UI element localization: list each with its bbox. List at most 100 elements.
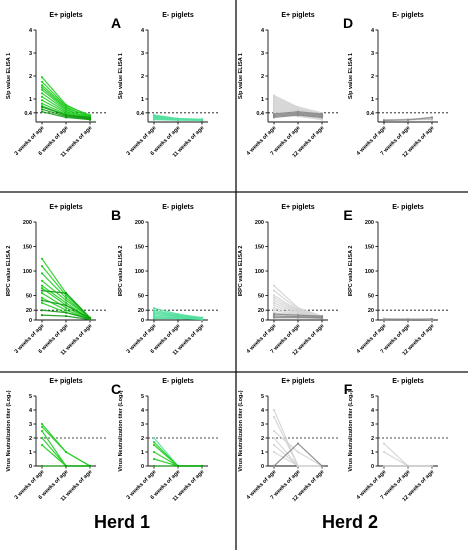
y-tick-label: 0.4	[366, 111, 375, 117]
data-point	[176, 464, 180, 468]
data-point	[272, 299, 276, 302]
y-tick-label: 0	[141, 464, 144, 470]
y-axis-label: IRPC value ELISA 2	[6, 246, 12, 297]
y-tick-label: 1	[29, 450, 32, 456]
y-tick-label: 100	[255, 269, 264, 275]
y-tick-label: 1	[371, 97, 374, 103]
y-tick-label: 3	[141, 51, 144, 57]
data-point	[64, 294, 68, 297]
data-point	[40, 110, 44, 113]
y-tick-label: 0	[29, 464, 32, 470]
data-point	[40, 309, 44, 312]
y-tick-label: 3	[29, 51, 32, 57]
chart-title: E+ piglets	[49, 378, 82, 385]
data-point	[272, 304, 276, 307]
data-point	[64, 296, 68, 299]
data-point	[88, 318, 92, 321]
series-line	[383, 451, 432, 467]
y-tick-label: 0	[261, 318, 264, 324]
data-point	[64, 299, 68, 302]
data-point	[40, 284, 44, 287]
data-point	[64, 306, 68, 309]
y-tick-label: 150	[255, 245, 264, 251]
panel-letter: D	[343, 15, 353, 31]
data-point	[200, 119, 204, 122]
data-point	[320, 116, 324, 119]
y-tick-label: 1	[261, 97, 264, 103]
data-point	[88, 118, 92, 121]
data-point	[40, 464, 44, 468]
data-point	[40, 287, 44, 290]
data-point	[64, 309, 68, 312]
y-axis-label: S/p value ELISA 1	[6, 53, 12, 99]
data-point	[152, 317, 156, 320]
chart-title: E- piglets	[392, 204, 424, 211]
chart-title: E- piglets	[392, 378, 424, 385]
y-tick-label: 20	[258, 308, 264, 314]
y-tick-label: 4	[141, 408, 145, 414]
data-point	[272, 313, 276, 316]
herd-2-label: Herd 2	[322, 512, 378, 532]
data-point	[40, 76, 44, 79]
y-tick-label: 0.4	[256, 111, 265, 117]
y-tick-label: 200	[365, 220, 374, 226]
series-line	[153, 444, 202, 467]
chart-E_pos: E+ piglets E IRPC value ELISA 2 0 20 50 100 150…	[238, 204, 353, 357]
data-point	[176, 119, 180, 122]
y-tick-label: 4	[261, 28, 265, 34]
data-point	[406, 318, 410, 321]
y-tick-label: 5	[261, 394, 264, 400]
y-tick-label: 2	[141, 74, 144, 80]
data-point	[272, 306, 276, 309]
chart-title: E- piglets	[162, 204, 194, 211]
y-tick-label: 4	[29, 408, 33, 414]
data-point	[320, 316, 324, 320]
y-axis-label: Virus Neutralization titer (Log₂)	[238, 390, 244, 471]
data-point	[382, 318, 386, 321]
chart-title: E+ piglets	[281, 12, 314, 19]
data-point	[152, 450, 156, 454]
data-point	[272, 408, 276, 412]
series-line	[273, 430, 323, 467]
y-tick-label: 3	[371, 51, 374, 57]
y-tick-label: 50	[138, 294, 144, 300]
data-point	[40, 80, 44, 83]
data-point	[382, 464, 386, 468]
data-point	[40, 292, 44, 295]
y-tick-label: 2	[29, 436, 32, 442]
data-point	[296, 464, 300, 468]
data-point	[40, 257, 44, 260]
y-tick-label: 200	[255, 220, 264, 226]
data-point	[296, 114, 300, 117]
y-tick-label: 2	[141, 436, 144, 442]
y-tick-label: 50	[26, 294, 32, 300]
data-point	[320, 464, 324, 468]
data-point	[272, 309, 276, 312]
data-point	[152, 443, 156, 447]
data-point	[40, 425, 44, 428]
y-tick-label: 0.4	[24, 111, 33, 117]
series-line	[383, 443, 432, 467]
y-tick-label: 50	[368, 294, 374, 300]
y-tick-label: 20	[26, 308, 32, 314]
panel-letter: C	[111, 381, 121, 397]
data-point	[40, 299, 44, 302]
y-axis-label: IRPC value ELISA 2	[348, 246, 354, 297]
data-point	[88, 464, 92, 468]
data-point	[296, 442, 300, 445]
y-tick-label: 100	[135, 269, 144, 275]
series-line	[41, 444, 90, 467]
data-point	[430, 116, 434, 119]
chart-B_pos: E+ piglets B IRPC value ELISA 2 0 20 50 100 150…	[6, 204, 121, 357]
y-tick-label: 0	[141, 318, 144, 324]
panel-letter: A	[111, 15, 121, 31]
data-point	[64, 292, 68, 295]
data-point	[272, 415, 276, 419]
y-axis-label: IRPC value ELISA 2	[118, 246, 124, 297]
y-axis-label: IRPC value ELISA 2	[238, 246, 244, 297]
y-tick-label: 200	[135, 220, 144, 226]
y-tick-label: 2	[371, 436, 374, 442]
